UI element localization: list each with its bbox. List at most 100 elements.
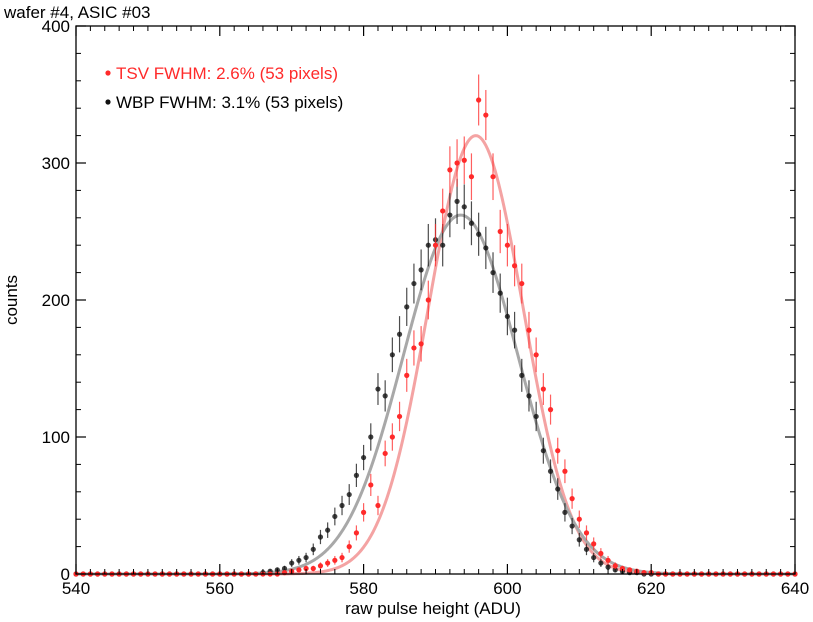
- data-point: [404, 372, 410, 378]
- data-point: [289, 560, 295, 566]
- y-tick-label: 300: [42, 154, 70, 173]
- data-point: [389, 352, 395, 358]
- data-point: [339, 502, 345, 509]
- data-point: [519, 372, 525, 378]
- x-tick-label: 540: [62, 579, 90, 598]
- data-point: [562, 509, 568, 515]
- x-tick-label: 600: [493, 579, 521, 598]
- data-point: [447, 212, 453, 218]
- data-point: [619, 565, 626, 572]
- data-point: [404, 304, 410, 310]
- data-point: [411, 280, 417, 287]
- data-point: [396, 331, 403, 337]
- data-point: [627, 567, 633, 573]
- data-point: [591, 554, 597, 561]
- data-point: [476, 231, 482, 237]
- x-axis-label: raw pulse height (ADU): [345, 599, 521, 618]
- legend: TSV FWHM: 2.6% (53 pixels) WBP FWHM: 3.1…: [105, 64, 343, 112]
- data-point: [353, 530, 360, 536]
- data-point: [605, 564, 611, 570]
- plot-area: [73, 74, 798, 577]
- data-point: [375, 386, 381, 392]
- data-point: [555, 486, 561, 492]
- data-point: [418, 341, 424, 347]
- data-point: [310, 546, 316, 552]
- data-point: [476, 97, 482, 103]
- x-tick-label: 560: [206, 579, 234, 598]
- data-point: [296, 567, 302, 573]
- fit-curve-0: [76, 134, 795, 576]
- x-tick-label: 620: [637, 579, 665, 598]
- data-point: [332, 557, 338, 563]
- data-point: [583, 530, 590, 536]
- data-point: [497, 228, 503, 235]
- data-point: [440, 208, 446, 214]
- data-point: [569, 523, 575, 529]
- series-0: [73, 74, 798, 577]
- data-point: [281, 565, 288, 572]
- data-point: [591, 541, 597, 547]
- data-point: [504, 242, 510, 248]
- data-point: [540, 386, 546, 392]
- data-point: [296, 557, 302, 563]
- data-point: [339, 554, 345, 561]
- data-point: [605, 557, 611, 563]
- data-point: [346, 544, 352, 550]
- legend-label-tsv: TSV FWHM: 2.6% (53 pixels): [116, 64, 338, 83]
- data-point: [461, 157, 467, 163]
- data-point: [425, 242, 431, 248]
- data-point: [526, 327, 532, 333]
- data-point: [547, 407, 554, 413]
- data-point: [519, 280, 525, 287]
- data-point: [317, 563, 324, 569]
- y-tick-label: 200: [42, 291, 70, 310]
- y-tick-label: 100: [42, 428, 70, 447]
- data-point: [504, 313, 510, 320]
- axes: 540 560 580 600 620 640 0 100 200 300 400: [42, 17, 810, 598]
- data-point: [461, 204, 467, 210]
- y-tick-label: 400: [42, 17, 70, 36]
- data-point: [440, 242, 446, 248]
- data-point: [418, 267, 424, 273]
- data-point: [598, 550, 604, 557]
- legend-marker-wbp: [105, 99, 111, 105]
- data-point: [303, 554, 309, 561]
- chart-title: wafer #4, ASIC #03: [3, 3, 150, 22]
- data-point: [368, 434, 374, 440]
- data-point: [562, 468, 568, 474]
- data-point: [468, 174, 475, 180]
- data-point: [382, 393, 388, 399]
- data-point: [396, 413, 403, 420]
- data-point: [598, 560, 604, 566]
- data-point: [325, 560, 331, 566]
- data-point: [389, 434, 395, 440]
- data-point: [382, 450, 388, 457]
- data-point: [353, 472, 360, 478]
- data-point: [317, 534, 324, 540]
- data-point: [468, 220, 475, 226]
- data-point: [576, 537, 582, 543]
- data-point: [310, 565, 316, 572]
- data-point: [447, 167, 453, 173]
- data-point: [490, 174, 496, 180]
- y-tick-label: 0: [61, 565, 70, 584]
- data-point: [483, 245, 489, 251]
- data-point: [533, 413, 539, 420]
- data-point: [425, 297, 431, 303]
- data-point: [332, 513, 338, 520]
- x-tick-label: 580: [349, 579, 377, 598]
- data-point: [454, 198, 460, 204]
- data-point: [375, 502, 381, 509]
- data-point: [346, 491, 352, 498]
- data-point: [368, 482, 374, 488]
- data-point: [303, 565, 309, 572]
- data-point: [497, 290, 503, 296]
- data-point: [432, 242, 439, 248]
- data-point: [612, 567, 618, 573]
- x-tick-label: 640: [781, 579, 809, 598]
- data-point: [540, 448, 546, 454]
- data-point: [325, 527, 331, 533]
- legend-marker-tsv: [105, 70, 111, 76]
- data-point: [612, 563, 618, 569]
